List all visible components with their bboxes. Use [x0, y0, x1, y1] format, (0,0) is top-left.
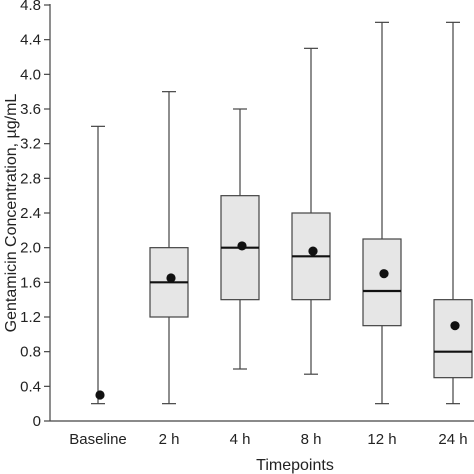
box-group-baseline — [91, 125, 105, 405]
y-axis-title: Gentamicin Concentration, µg/mL — [3, 94, 20, 333]
box-group-12-h — [362, 21, 402, 405]
iqr-box — [433, 299, 473, 379]
x-tick-label: 12 h — [367, 431, 396, 448]
y-tick-label: 4.8 — [20, 0, 41, 14]
mean-marker — [95, 390, 105, 400]
mean-marker — [450, 321, 460, 331]
box-group-24-h — [433, 21, 473, 405]
mean-marker — [379, 269, 389, 279]
iqr-box — [362, 238, 402, 327]
y-tick-label: 0.8 — [20, 344, 41, 361]
y-axis-ticks: 0 0.4 0.8 1.2 1.6 2.0 2.4 2.8 3.2 3.6 4.0 4.4 4.8 — [20, 0, 50, 430]
x-tick-label: 8 h — [301, 431, 322, 448]
box-group-8-h — [291, 47, 331, 375]
box-group-2-h — [149, 91, 189, 405]
y-tick-label: 0 — [33, 413, 41, 430]
y-tick-label: 4.0 — [20, 66, 41, 83]
y-tick-label: 2.4 — [20, 205, 41, 222]
x-tick-label: 24 h — [438, 431, 467, 448]
mean-marker — [166, 273, 176, 283]
y-tick-label: 3.2 — [20, 136, 41, 153]
x-tick-label: 4 h — [230, 431, 251, 448]
y-tick-label: 2.0 — [20, 240, 41, 257]
box-series — [91, 21, 473, 405]
x-tick-label: 2 h — [159, 431, 180, 448]
y-tick-label: 0.4 — [20, 378, 41, 395]
mean-marker — [237, 241, 247, 251]
y-tick-label: 1.2 — [20, 309, 41, 326]
y-tick-label: 2.8 — [20, 170, 41, 187]
x-axis-labels: Baseline 2 h 4 h 8 h 12 h 24 h — [69, 431, 467, 448]
x-tick-label: Baseline — [69, 431, 127, 448]
mean-marker — [308, 246, 318, 256]
x-axis-title: Timepoints — [256, 457, 334, 474]
y-tick-label: 1.6 — [20, 274, 41, 291]
box-group-4-h — [220, 108, 260, 370]
y-tick-label: 3.6 — [20, 101, 41, 118]
y-tick-label: 4.4 — [20, 32, 41, 49]
